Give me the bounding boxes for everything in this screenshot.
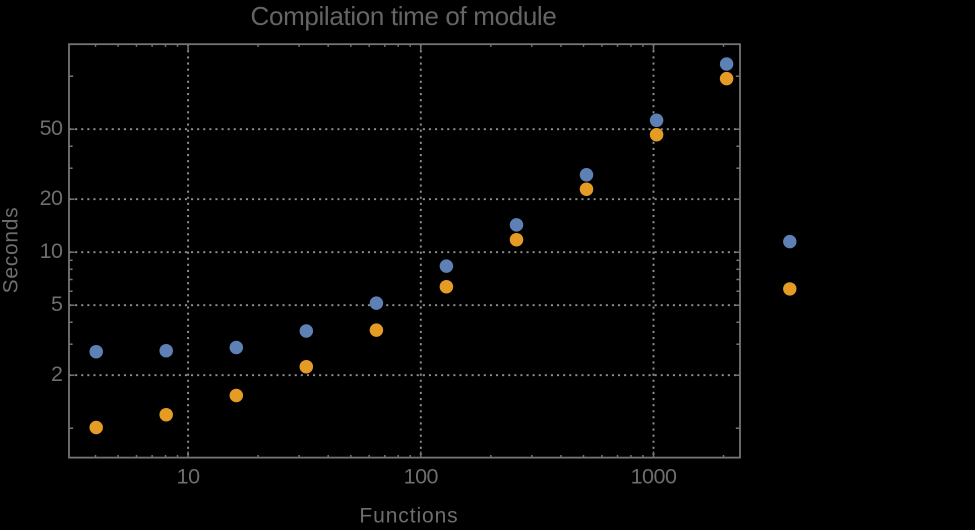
svg-text:Functions: Functions bbox=[359, 504, 458, 525]
svg-text:5: 5 bbox=[51, 292, 63, 316]
svg-text:10: 10 bbox=[40, 239, 63, 263]
svg-text:50: 50 bbox=[40, 116, 63, 140]
svg-text:1000: 1000 bbox=[631, 464, 677, 488]
svg-text:100: 100 bbox=[404, 464, 439, 488]
svg-text:10: 10 bbox=[177, 464, 200, 488]
svg-text:Seconds: Seconds bbox=[0, 207, 23, 294]
svg-text:2: 2 bbox=[51, 362, 62, 386]
svg-text:20: 20 bbox=[40, 186, 63, 210]
svg-text:Compilation time of module: Compilation time of module bbox=[251, 1, 557, 31]
